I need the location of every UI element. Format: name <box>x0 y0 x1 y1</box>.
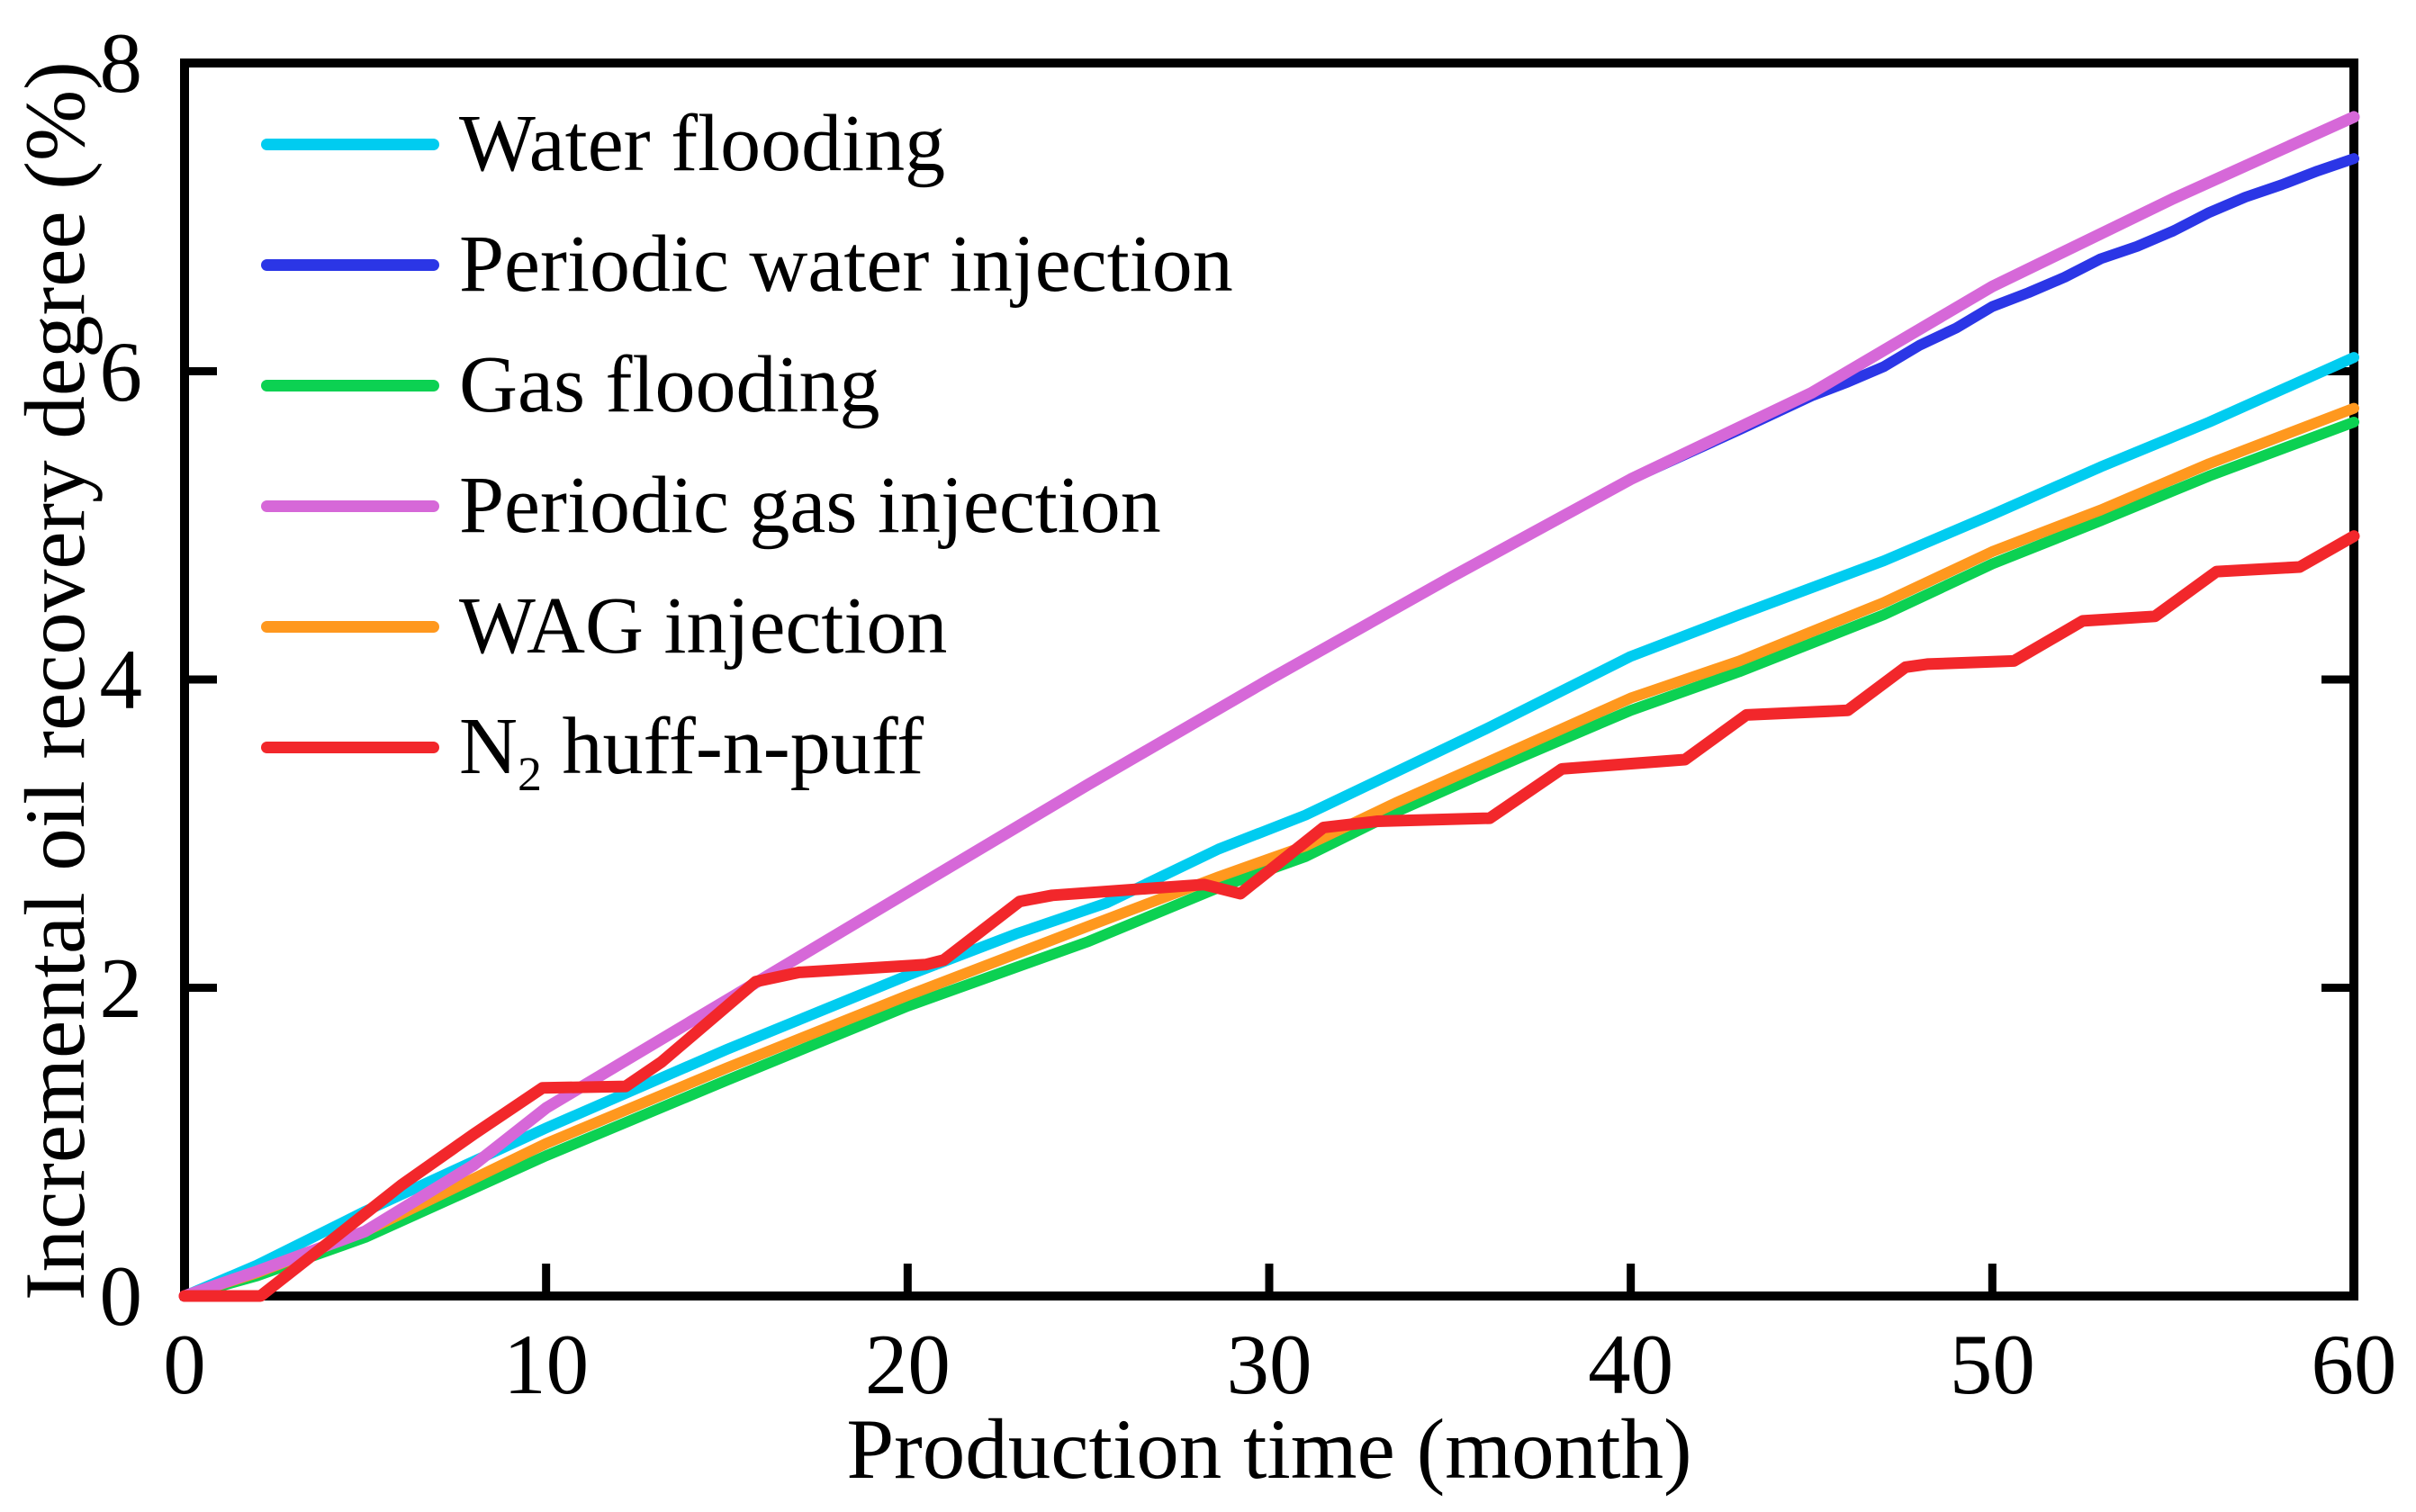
series-lines <box>178 111 2360 1302</box>
legend-label-n2-huff-n-puff: N2 huff-n-puff <box>459 702 924 801</box>
plot-frame <box>180 58 2358 1300</box>
legend-label-periodic-gas-injection: Periodic gas injection <box>459 461 1161 550</box>
x-tick-label-40: 40 <box>1588 1317 1674 1412</box>
legend-item-wag-injection: WAG injection <box>261 581 947 671</box>
legend-label-water-flooding: Water flooding <box>459 99 946 188</box>
legend-label-periodic-water-injection: Periodic water injection <box>459 220 1233 309</box>
legend-swatch-gas-flooding <box>261 379 439 392</box>
legend-swatch-periodic-gas-injection <box>261 500 439 512</box>
x-tick-label-20: 20 <box>864 1317 951 1412</box>
legend-item-water-flooding: Water flooding <box>261 99 945 189</box>
series-line-gas-flooding <box>179 417 2359 1301</box>
y-tick-label-6: 6 <box>99 323 143 419</box>
legend-swatch-periodic-water-injection <box>261 258 439 271</box>
y-tick-label-8: 8 <box>99 15 143 111</box>
x-tick-label-10: 10 <box>503 1317 590 1412</box>
legend-swatch-n2-huff-n-puff <box>261 741 439 753</box>
legend-swatch-water-flooding <box>261 138 439 150</box>
legend-item-periodic-water-injection: Periodic water injection <box>261 220 1233 310</box>
legend-label-gas-flooding: Gas flooding <box>459 340 880 429</box>
x-tick-label-50: 50 <box>1949 1317 2035 1412</box>
legend-swatch-wag-injection <box>261 620 439 633</box>
legend-item-n2-huff-n-puff: N2 huff-n-puff <box>261 702 924 801</box>
y-tick-label-2: 2 <box>99 940 143 1036</box>
legend-item-gas-flooding: Gas flooding <box>261 340 879 430</box>
legend-item-periodic-gas-injection: Periodic gas injection <box>261 461 1161 551</box>
y-tick-label-4: 4 <box>99 632 143 727</box>
series-line-n2-huff-n-puff <box>178 530 2360 1302</box>
x-tick-label-30: 30 <box>1226 1317 1312 1412</box>
series-line-water-flooding <box>179 352 2359 1301</box>
series-line-periodic-gas-injection <box>178 111 2360 1302</box>
axis-ticks <box>188 367 2350 1292</box>
x-axis-label: Production time (month) <box>846 1401 1692 1497</box>
y-tick-label-0: 0 <box>99 1248 143 1344</box>
legend-label-wag-injection: WAG injection <box>459 581 948 670</box>
x-tick-label-60: 60 <box>2311 1317 2397 1412</box>
x-tick-label-0: 0 <box>163 1317 206 1412</box>
